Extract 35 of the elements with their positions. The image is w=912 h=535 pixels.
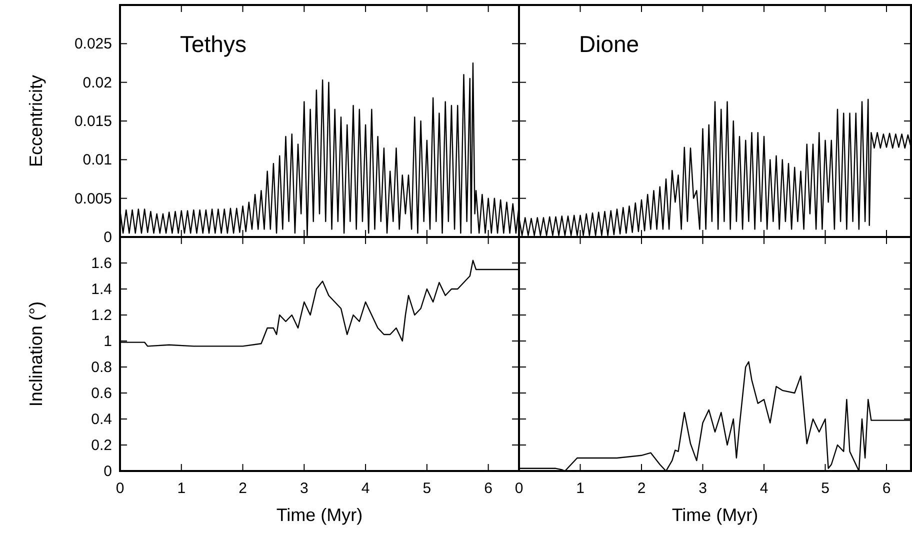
x-tick-label: 3 <box>300 480 308 497</box>
x-tick-label: 6 <box>882 480 891 497</box>
y-tick-label: 0.2 <box>91 437 112 454</box>
y-tick-label: 0.6 <box>91 385 112 402</box>
y-tick-label: 0 <box>104 229 112 246</box>
x-tick-label: 1 <box>576 480 584 497</box>
x-tick-label: 4 <box>760 480 768 497</box>
y-tick-label: 0 <box>104 463 112 480</box>
annotation: Tethys <box>180 31 246 57</box>
y-tick-label: 0.005 <box>74 190 112 208</box>
y-tick-label: 0.02 <box>82 74 112 92</box>
y-tick-label: 0.015 <box>74 113 112 130</box>
x-tick-label: 0 <box>514 480 524 497</box>
x-tick-label: 0 <box>116 480 124 497</box>
x-tick-label: 3 <box>698 480 707 497</box>
y-tick-label: 0.4 <box>91 411 112 428</box>
x-tick-label: 6 <box>484 480 492 497</box>
y-tick-label: 0.8 <box>91 359 112 376</box>
x-tick-label: 2 <box>238 480 247 497</box>
y-tick-label: 0.01 <box>82 152 112 169</box>
annotation: Dione <box>579 31 640 57</box>
x-axis-title: Time (Myr) <box>276 505 363 525</box>
x-tick-label: 1 <box>177 480 186 497</box>
x-tick-label: 5 <box>422 480 432 497</box>
x-axis-title: Time (Myr) <box>672 505 758 525</box>
y-tick-label: 1 <box>104 333 112 350</box>
x-tick-label: 2 <box>637 480 646 497</box>
y-tick-label: 1.6 <box>91 255 112 272</box>
y-tick-label: 1.4 <box>91 281 112 298</box>
y-tick-label: 0.025 <box>74 36 112 53</box>
x-tick-label: 5 <box>821 480 830 497</box>
x-tick-label: 4 <box>361 480 370 497</box>
y-axis-title: Inclination (°) <box>26 301 46 407</box>
y-tick-label: 1.2 <box>91 307 112 324</box>
y-axis-title: Eccentricity <box>26 74 46 168</box>
